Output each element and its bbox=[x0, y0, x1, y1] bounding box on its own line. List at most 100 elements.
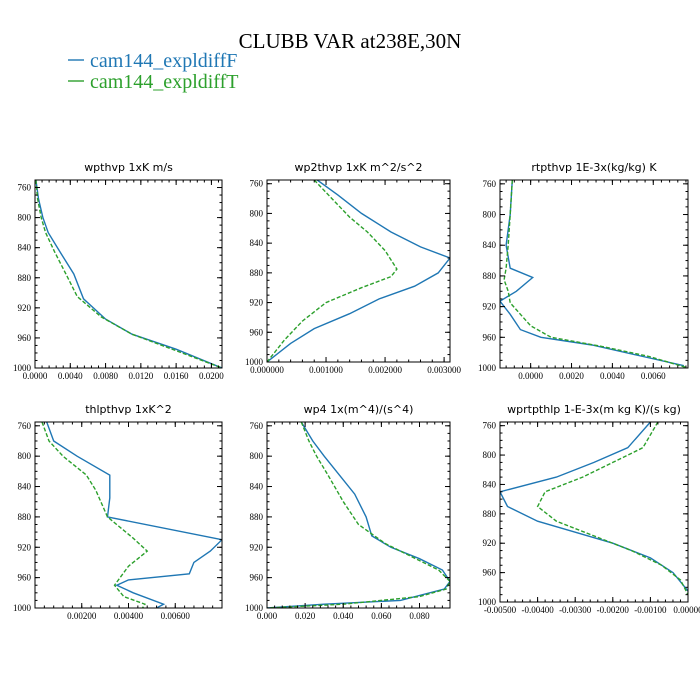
panel-1: wpthvp 1xK m/s76080084088092096010000.00… bbox=[13, 161, 224, 381]
y-tick-label: 1000 bbox=[13, 603, 32, 613]
panel-title: wprtpthlp 1-E-3x(m kg K)/(s kg) bbox=[507, 403, 681, 416]
x-tick-label: 0.002000 bbox=[368, 365, 402, 375]
x-tick-label: 0.020 bbox=[295, 611, 316, 621]
x-tick-label: 0.00200 bbox=[67, 611, 97, 621]
y-tick-label: 880 bbox=[483, 509, 497, 519]
y-tick-label: 960 bbox=[18, 333, 32, 343]
x-tick-label: 0.0000 bbox=[23, 371, 48, 381]
plot-frame bbox=[499, 421, 689, 603]
panel-5: wp4 1x(m^4)/(s^4)76080084088092096010000… bbox=[245, 403, 451, 621]
panel-title: rtpthvp 1E-3x(kg/kg) K bbox=[531, 161, 657, 174]
y-tick-label: 840 bbox=[250, 482, 264, 492]
y-tick-label: 800 bbox=[483, 210, 497, 220]
x-tick-label: 0.00000 bbox=[673, 605, 700, 615]
series-line-expldiffT bbox=[267, 180, 398, 362]
x-tick-label: 0.080 bbox=[409, 611, 430, 621]
y-tick-label: 880 bbox=[18, 273, 32, 283]
x-tick-label: 0.003000 bbox=[427, 365, 461, 375]
x-tick-label: 0.000000 bbox=[250, 365, 284, 375]
series-line-expldiffT bbox=[35, 180, 222, 368]
panel-title: wp2thvp 1xK m^2/s^2 bbox=[294, 161, 422, 174]
series-line-expldiffF bbox=[500, 422, 688, 592]
series-line-expldiffF bbox=[500, 180, 685, 367]
x-tick-label: 0.0120 bbox=[128, 371, 153, 381]
y-tick-label: 880 bbox=[250, 268, 264, 278]
y-tick-label: 760 bbox=[483, 421, 497, 431]
y-tick-label: 1000 bbox=[478, 363, 497, 373]
y-tick-label: 840 bbox=[250, 238, 264, 248]
panel-title: wp4 1x(m^4)/(s^4) bbox=[304, 403, 414, 416]
y-tick-label: 840 bbox=[483, 240, 497, 250]
panel-title: wpthvp 1xK m/s bbox=[84, 161, 173, 174]
x-tick-label: 0.00600 bbox=[161, 611, 191, 621]
y-tick-label: 920 bbox=[483, 302, 497, 312]
chart-title: CLUBB VAR at238E,30N bbox=[239, 29, 462, 53]
x-tick-label: -0.00300 bbox=[559, 605, 592, 615]
y-tick-label: 960 bbox=[250, 327, 264, 337]
series-line-expldiffT bbox=[267, 422, 450, 608]
y-tick-label: 920 bbox=[18, 542, 32, 552]
y-tick-label: 920 bbox=[250, 542, 264, 552]
series-line-expldiffF bbox=[267, 180, 450, 362]
y-tick-label: 760 bbox=[483, 179, 497, 189]
y-tick-label: 920 bbox=[18, 303, 32, 313]
y-tick-label: 840 bbox=[483, 479, 497, 489]
series-line-expldiffT bbox=[503, 180, 688, 368]
x-tick-label: 0.0000 bbox=[518, 371, 543, 381]
x-tick-label: -0.00200 bbox=[597, 605, 630, 615]
y-tick-label: 760 bbox=[18, 421, 32, 431]
y-tick-label: 800 bbox=[483, 450, 497, 460]
y-tick-label: 800 bbox=[250, 208, 264, 218]
panel-2: wp2thvp 1xK m^2/s^2 760 800 840 880 920 960 100… bbox=[245, 161, 461, 375]
y-tick-label: 1000 bbox=[13, 363, 32, 373]
y-tick-label: 960 bbox=[483, 568, 497, 578]
y-tick-label: 960 bbox=[483, 332, 497, 342]
series-line-expldiffF bbox=[35, 180, 222, 368]
y-tick-label: 880 bbox=[18, 512, 32, 522]
panel-title: thlpthvp 1xK^2 bbox=[85, 403, 172, 416]
y-tick-label: 1000 bbox=[245, 357, 264, 367]
series-line-expldiffF bbox=[267, 422, 450, 608]
x-tick-label: 0.060 bbox=[371, 611, 392, 621]
x-tick-label: 0.0060 bbox=[641, 371, 666, 381]
legend-label-expldiffF: cam144_expldiffF bbox=[90, 50, 237, 72]
y-tick-label: 880 bbox=[483, 271, 497, 281]
legend-label-expldiffT: cam144_expldiffT bbox=[90, 71, 238, 93]
panel-6: wprtpthlp 1-E-3x(m kg K)/(s kg) 760 800 840… bbox=[478, 403, 700, 615]
y-tick-label: 920 bbox=[250, 298, 264, 308]
x-tick-label: 0.00400 bbox=[114, 611, 144, 621]
y-tick-label: 760 bbox=[250, 179, 264, 189]
y-tick-label: 960 bbox=[18, 573, 32, 583]
x-tick-label: 0.0020 bbox=[559, 371, 584, 381]
y-tick-label: 840 bbox=[18, 243, 32, 253]
series-line-expldiffF bbox=[46, 422, 222, 608]
x-tick-label: 0.0040 bbox=[58, 371, 83, 381]
series-line-expldiffT bbox=[41, 422, 149, 608]
y-tick-label: 760 bbox=[18, 183, 32, 193]
plot-frame bbox=[266, 179, 451, 363]
y-tick-label: 880 bbox=[250, 512, 264, 522]
x-tick-label: 0.0160 bbox=[164, 371, 189, 381]
plot-frame bbox=[34, 179, 223, 369]
plot-frame bbox=[266, 421, 451, 609]
y-tick-label: 800 bbox=[18, 451, 32, 461]
y-tick-label: 840 bbox=[18, 482, 32, 492]
series-line-expldiffT bbox=[536, 422, 688, 596]
panels-group: wpthvp 1xK m/s76080084088092096010000.00… bbox=[13, 161, 700, 621]
plot-frame bbox=[499, 179, 689, 369]
y-tick-label: 800 bbox=[18, 213, 32, 223]
y-tick-label: 1000 bbox=[245, 603, 264, 613]
panel-3: rtpthvp 1E-3x(kg/kg) K 760 800 840 880 920 960… bbox=[478, 161, 689, 381]
x-tick-label: 0.001000 bbox=[309, 365, 343, 375]
x-tick-label: 0.0200 bbox=[199, 371, 224, 381]
x-tick-label: 0.040 bbox=[333, 611, 354, 621]
y-tick-label: 1000 bbox=[478, 597, 497, 607]
y-tick-label: 920 bbox=[483, 538, 497, 548]
panel-4: thlpthvp 1xK^2 760 800 840 880 920 960 1000 0.00… bbox=[13, 403, 223, 621]
x-tick-label: -0.00400 bbox=[521, 605, 554, 615]
y-tick-label: 960 bbox=[250, 573, 264, 583]
legend: cam144_expldiffF cam144_expldiffT bbox=[68, 50, 238, 93]
x-tick-label: 0.000 bbox=[257, 611, 278, 621]
x-tick-label: 0.0040 bbox=[600, 371, 625, 381]
